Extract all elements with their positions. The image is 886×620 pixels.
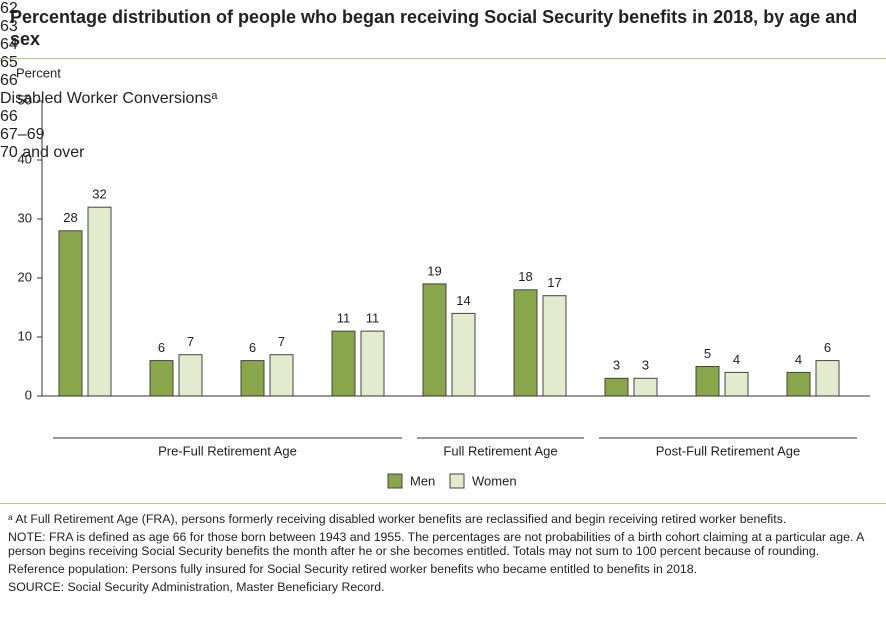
group-label: Post-Full Retirement Age	[656, 443, 801, 458]
bar	[240, 360, 265, 397]
value-label: 32	[92, 187, 106, 202]
value-label: 4	[795, 352, 802, 367]
value-label: 19	[427, 263, 441, 278]
legend-swatch	[387, 473, 403, 489]
bar	[178, 354, 203, 397]
bar	[422, 283, 447, 397]
value-label: 3	[613, 358, 620, 373]
y-tick-label: 20	[18, 269, 32, 284]
value-label: 4	[733, 352, 740, 367]
bar	[724, 371, 749, 397]
y-tick-label: 30	[18, 210, 32, 225]
y-tick-label: 50	[18, 92, 32, 107]
footnotes: ᵃ At Full Retirement Age (FRA), persons …	[0, 503, 886, 620]
value-label: 6	[824, 340, 831, 355]
value-label: 7	[187, 334, 194, 349]
y-tick-label: 10	[18, 328, 32, 343]
value-label: 7	[278, 334, 285, 349]
value-label: 11	[366, 311, 380, 326]
bar	[451, 312, 476, 397]
y-tick-label: 0	[25, 387, 32, 402]
bar	[331, 330, 356, 397]
group-label: Pre-Full Retirement Age	[158, 443, 297, 458]
bar	[604, 377, 629, 397]
legend-swatch	[449, 473, 465, 489]
chart: Percent 0 10 20 30 40 50 28 32 6 7 6 7 11 11 Pre-Full …	[16, 65, 870, 489]
x-tick-label: 66	[0, 108, 18, 125]
x-tick-label: 62	[0, 0, 18, 17]
x-tick-label: 64	[0, 36, 18, 53]
value-label: 17	[547, 275, 561, 290]
bar	[815, 360, 840, 397]
footnote: SOURCE: Social Security Administration, …	[8, 580, 385, 594]
value-label: 3	[642, 358, 649, 373]
group-label: Full Retirement Age	[443, 443, 557, 458]
bar	[269, 354, 294, 397]
footnote: NOTE: FRA is defined as age 66 for those…	[8, 530, 864, 558]
bar	[58, 230, 83, 397]
bar	[87, 206, 112, 397]
footnote: ᵃ At Full Retirement Age (FRA), persons …	[8, 512, 787, 526]
bar	[786, 371, 811, 397]
value-label: 6	[158, 340, 165, 355]
value-label: 5	[704, 346, 711, 361]
bar	[513, 289, 538, 397]
chart-title: Percentage distribution of people who be…	[10, 7, 858, 49]
legend-label: Women	[472, 473, 517, 488]
value-label: 28	[63, 210, 77, 225]
value-label: 18	[518, 269, 532, 284]
x-tick-label: 66	[0, 72, 18, 89]
x-tick-label: 67–69	[0, 126, 45, 143]
y-axis-label: Percent	[16, 65, 61, 80]
y-tick-label: 40	[18, 151, 32, 166]
title-rule	[0, 58, 886, 59]
x-tick-label: Disabled Worker Conversionsᵃ	[0, 90, 218, 107]
bar	[633, 377, 658, 397]
legend-label: Men	[410, 473, 435, 488]
bar	[360, 330, 385, 397]
value-label: 14	[456, 293, 470, 308]
value-label: 11	[337, 311, 351, 326]
bar	[695, 366, 720, 397]
value-label: 6	[249, 340, 256, 355]
bar	[149, 360, 174, 397]
x-tick-label: 63	[0, 18, 18, 35]
footnote: Reference population: Persons fully insu…	[8, 562, 698, 576]
bar	[542, 295, 567, 397]
